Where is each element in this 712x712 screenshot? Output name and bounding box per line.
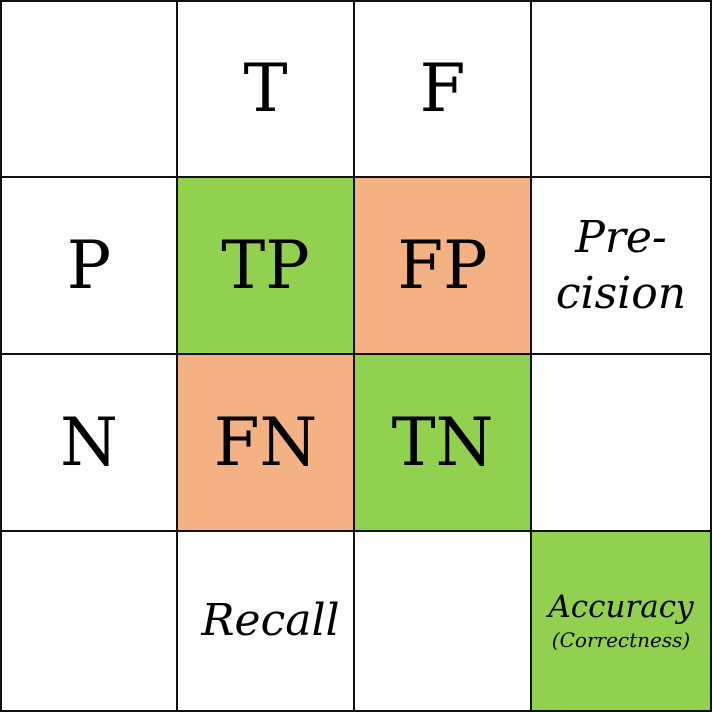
- false-negative-cell: FN: [178, 355, 355, 532]
- accuracy-note: (Correctness): [551, 627, 691, 652]
- true-negative-label: TN: [391, 403, 494, 481]
- true-positive-label: TP: [221, 226, 310, 304]
- recall-cell: Recall: [178, 532, 355, 710]
- empty-cell-bottom-middle: [355, 532, 532, 710]
- column-header-true-label: T: [243, 50, 288, 127]
- column-header-false: F: [355, 2, 532, 178]
- column-header-false-label: F: [419, 50, 466, 127]
- recall-label: Recall: [201, 595, 340, 646]
- column-header-true: T: [178, 2, 355, 178]
- empty-cell-top-right: [532, 2, 710, 178]
- true-negative-cell: TN: [355, 355, 532, 532]
- precision-cell: Pre- cision: [532, 178, 710, 355]
- false-negative-label: FN: [213, 403, 318, 481]
- corner-cell: [2, 2, 178, 178]
- precision-label-line1: Pre-: [575, 211, 667, 263]
- false-positive-cell: FP: [355, 178, 532, 355]
- precision-label-line2: cision: [555, 267, 687, 319]
- false-positive-label: FP: [397, 226, 488, 304]
- empty-cell-row3-right: [532, 355, 710, 532]
- row-header-positive: P: [2, 178, 178, 355]
- accuracy-label: Accuracy: [548, 589, 694, 626]
- row-header-positive-label: P: [66, 226, 112, 304]
- true-positive-cell: TP: [178, 178, 355, 355]
- accuracy-cell: Accuracy (Correctness): [532, 532, 710, 710]
- row-header-negative-label: N: [60, 403, 118, 481]
- empty-cell-bottom-left: [2, 532, 178, 710]
- row-header-negative: N: [2, 355, 178, 532]
